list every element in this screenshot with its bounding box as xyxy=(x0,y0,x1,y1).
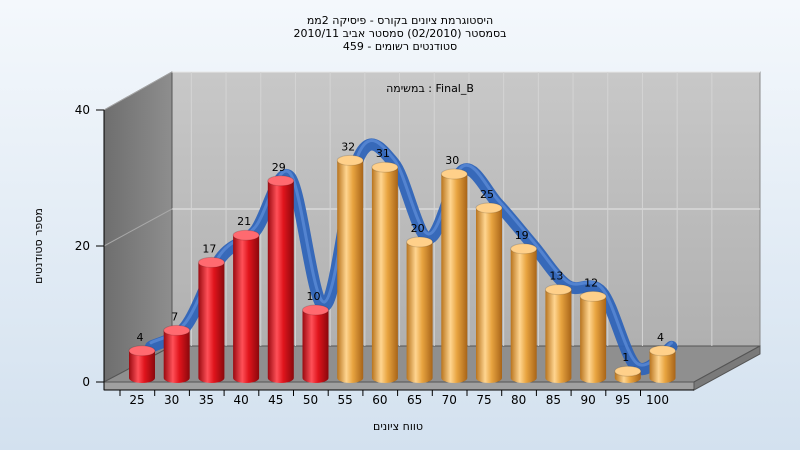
bar: 4 xyxy=(649,331,676,383)
bar-top xyxy=(232,229,260,241)
x-tick-label: 50 xyxy=(303,393,318,407)
bar-top xyxy=(371,161,399,173)
bar-top xyxy=(336,154,364,166)
bar-top xyxy=(406,236,434,248)
x-tick-label: 65 xyxy=(407,393,422,407)
task-label: במשימה : Final_B xyxy=(386,82,474,95)
gridline-side xyxy=(103,71,173,111)
x-tick-label: 30 xyxy=(164,393,179,407)
bar-body xyxy=(163,330,190,383)
bar-top xyxy=(267,175,295,187)
y-axis-label: מספר סטודנטים xyxy=(32,208,45,284)
gridlines xyxy=(103,71,760,346)
x-tick-label: 75 xyxy=(476,393,491,407)
x-axis-label: טווח ציונים xyxy=(373,420,423,433)
bar-top xyxy=(302,304,329,316)
bar-body xyxy=(129,350,155,383)
bar-value-label: 31 xyxy=(376,147,390,160)
bar-top xyxy=(197,256,225,268)
bar: 31 xyxy=(371,147,399,383)
y-tick-label: 40 xyxy=(75,103,90,117)
x-tick-label: 100 xyxy=(646,393,669,407)
axes: 0 20 40 25 30 35 40 45 50 55 60 65 70 75 80 85 90 95 100 xyxy=(75,103,694,407)
bar-body xyxy=(267,180,294,383)
bar-body xyxy=(476,208,502,383)
x-tick-label: 45 xyxy=(268,393,283,407)
bar: 29 xyxy=(267,161,295,383)
bar-value-label: 19 xyxy=(515,229,529,242)
bar-value-label: 10 xyxy=(307,290,321,303)
bar-body xyxy=(198,262,225,383)
bars: 4 7 17 21 29 10 32 31 20 30 25 19 13 12 1 4 xyxy=(128,140,676,383)
bar-value-label: 30 xyxy=(445,154,459,167)
bar-top xyxy=(544,284,572,296)
bar-top xyxy=(440,168,468,180)
bar-value-label: 4 xyxy=(657,331,664,344)
bar: 1 xyxy=(614,351,642,383)
bar-value-label: 13 xyxy=(549,270,563,283)
bar-top xyxy=(163,324,191,336)
bar: 30 xyxy=(440,154,468,383)
x-tick-label: 35 xyxy=(199,393,214,407)
x-tick-label: 60 xyxy=(372,393,387,407)
bar-value-label: 17 xyxy=(202,242,216,255)
bar-top xyxy=(614,365,642,377)
bar-value-label: 12 xyxy=(584,276,598,289)
bar-body xyxy=(233,235,260,383)
bar-body xyxy=(371,167,398,383)
bar: 19 xyxy=(510,229,538,383)
bar-body xyxy=(580,296,607,383)
bar-body xyxy=(510,248,537,383)
bar: 10 xyxy=(302,290,329,383)
bar-value-label: 32 xyxy=(341,140,355,153)
bar-top xyxy=(649,345,676,357)
bar: 17 xyxy=(197,242,225,383)
bar-top xyxy=(510,243,538,255)
bar-body xyxy=(649,350,676,383)
x-tick-label: 70 xyxy=(442,393,457,407)
bar-body xyxy=(406,242,433,383)
floor-side-edge xyxy=(693,345,761,391)
bar-value-label: 25 xyxy=(480,188,494,201)
bar-value-label: 21 xyxy=(237,215,251,228)
bar: 13 xyxy=(544,270,572,383)
bar: 21 xyxy=(232,215,260,383)
bar-value-label: 1 xyxy=(622,351,629,364)
x-tick-label: 55 xyxy=(338,393,353,407)
bar-body xyxy=(545,289,572,383)
x-tick-label: 25 xyxy=(129,393,144,407)
bar-top xyxy=(128,345,156,357)
bar: 7 xyxy=(163,310,191,383)
bar-top xyxy=(475,202,503,214)
bar-body xyxy=(441,174,468,383)
bar-value-label: 4 xyxy=(137,331,144,344)
x-tick-label: 90 xyxy=(580,393,595,407)
x-tick-label: 95 xyxy=(615,393,630,407)
bar-value-label: 7 xyxy=(171,310,178,323)
gridline-side xyxy=(103,208,173,247)
bar-body xyxy=(302,310,329,383)
chart-title: היסטוגרמת ציונים בקורס - פיסיקה 2ממ xyxy=(306,14,494,27)
bar-body xyxy=(337,160,364,383)
y-tick-label: 20 xyxy=(75,239,90,253)
bar-value-label: 20 xyxy=(411,222,425,235)
x-tick-label: 85 xyxy=(546,393,561,407)
x-tick-label: 80 xyxy=(511,393,526,407)
bar: 4 xyxy=(128,331,156,383)
floor-front-edge xyxy=(103,381,695,391)
bar: 12 xyxy=(579,276,607,383)
bar: 20 xyxy=(406,222,434,383)
chart-subtitle-students: סטודנטים רשומים - 459 xyxy=(342,40,458,53)
bar-top xyxy=(579,290,607,302)
y-tick-label: 0 xyxy=(82,375,90,389)
bar: 25 xyxy=(475,188,503,383)
bar-value-label: 29 xyxy=(272,161,286,174)
bar: 32 xyxy=(336,140,364,383)
x-tick-label: 40 xyxy=(233,393,248,407)
chart-subtitle-semester: בסמסטר (02/2010) סמסטר אביב 2010/11 xyxy=(293,27,507,40)
